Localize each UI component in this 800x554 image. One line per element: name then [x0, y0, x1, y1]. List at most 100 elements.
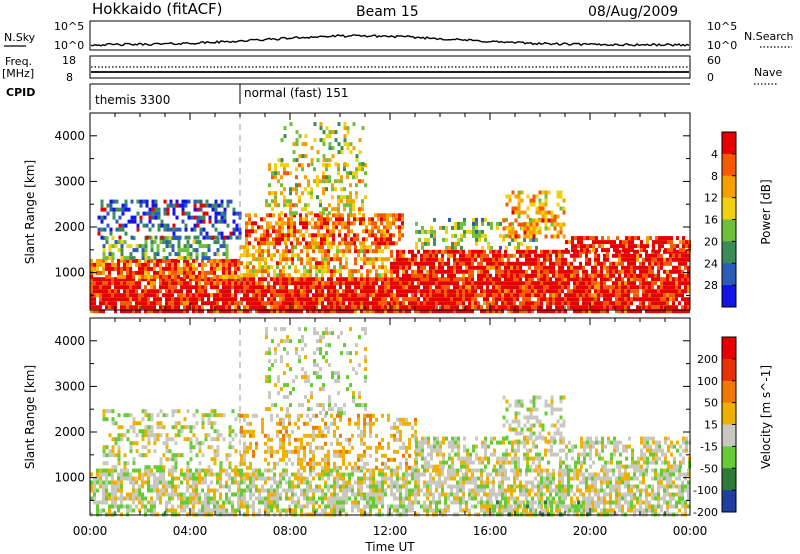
- power-cell: [144, 297, 147, 302]
- velocity-cell: [288, 496, 291, 501]
- velocity-cell: [414, 488, 417, 493]
- power-cell: [561, 273, 564, 278]
- power-cell: [347, 213, 350, 218]
- power-cell: [418, 237, 421, 242]
- power-cell: [429, 297, 432, 302]
- velocity-cell: [393, 468, 396, 473]
- power-cell: [115, 227, 119, 232]
- power-cell: [429, 249, 432, 254]
- power-cell: [576, 277, 579, 282]
- power-cell: [153, 301, 156, 306]
- power-cell: [441, 269, 444, 274]
- power-cell: [275, 241, 278, 246]
- power-cell: [177, 293, 180, 298]
- velocity-cell: [237, 508, 240, 513]
- power-cell: [571, 240, 574, 245]
- power-cell: [334, 130, 338, 135]
- power-cell: [478, 229, 481, 234]
- power-cell: [323, 221, 326, 226]
- power-cell: [117, 248, 121, 253]
- power-cell: [285, 257, 288, 262]
- power-cell: [225, 285, 228, 290]
- power-cell: [588, 297, 591, 302]
- power-cell: [465, 305, 468, 310]
- power-cell: [328, 142, 332, 147]
- power-cell: [636, 273, 639, 278]
- power-cell: [564, 273, 567, 278]
- velocity-cell: [171, 476, 174, 481]
- power-cell: [513, 269, 516, 274]
- power-cell: [687, 289, 690, 294]
- power-cell: [321, 257, 324, 262]
- power-cell: [621, 269, 624, 274]
- power-cell: [111, 297, 114, 302]
- power-cell: [180, 301, 183, 306]
- power-cell: [549, 289, 552, 294]
- power-cell: [582, 285, 585, 290]
- power-cell: [547, 218, 551, 223]
- power-cell: [254, 229, 257, 234]
- power-cell: [190, 227, 194, 232]
- power-cell: [210, 293, 213, 298]
- power-cell: [168, 262, 171, 267]
- power-cell: [546, 301, 549, 306]
- velocity-cell: [246, 504, 249, 509]
- power-cell: [302, 221, 305, 226]
- power-cell: [375, 289, 378, 294]
- power-cell: [369, 245, 372, 250]
- power-cell: [426, 285, 429, 290]
- power-cell: [345, 281, 348, 286]
- velocity-cell: [153, 488, 156, 493]
- power-cell: [153, 258, 156, 263]
- power-cell: [522, 305, 525, 310]
- velocity-cell: [336, 504, 339, 509]
- power-cell: [294, 309, 297, 314]
- power-cell: [220, 235, 224, 240]
- power-cell: [198, 244, 202, 249]
- power-cell: [234, 309, 237, 314]
- power-cell: [645, 257, 648, 262]
- power-cell: [477, 301, 480, 306]
- velocity-cell: [135, 480, 138, 485]
- velocity-cell: [336, 484, 339, 489]
- power-cell: [234, 293, 237, 298]
- power-cell: [616, 244, 619, 249]
- power-cell: [459, 301, 462, 306]
- power-cell: [162, 258, 165, 263]
- power-cell: [248, 241, 251, 246]
- velocity-cell: [273, 500, 276, 505]
- velocity-cell: [93, 496, 96, 501]
- power-cell: [105, 266, 108, 271]
- power-cell: [337, 179, 340, 184]
- power-cell: [346, 146, 350, 151]
- power-cell: [216, 274, 219, 279]
- power-cell: [309, 261, 312, 266]
- power-cell: [120, 256, 124, 261]
- power-cell: [558, 277, 561, 282]
- power-cell: [272, 241, 275, 246]
- power-cell: [585, 297, 588, 302]
- power-cell: [258, 301, 261, 306]
- power-cell: [627, 269, 630, 274]
- power-cell: [324, 281, 327, 286]
- velocity-cell: [171, 472, 174, 477]
- power-cell: [343, 122, 347, 127]
- power-cell: [195, 274, 198, 279]
- power-cell: [549, 293, 552, 298]
- power-cell: [252, 269, 255, 274]
- velocity-cell: [207, 484, 210, 489]
- power-cell: [423, 249, 426, 254]
- power-cell: [160, 219, 164, 224]
- power-cell: [516, 309, 519, 314]
- power-cell: [129, 274, 132, 279]
- power-cell: [526, 245, 529, 250]
- power-cell: [507, 293, 510, 298]
- power-cell: [339, 257, 342, 262]
- power-cell: [337, 150, 341, 155]
- power-cell: [111, 293, 114, 298]
- power-cell: [495, 293, 498, 298]
- power-cell: [356, 217, 359, 222]
- velocity-cell: [192, 476, 195, 481]
- power-cell: [297, 301, 300, 306]
- power-cell: [564, 285, 567, 290]
